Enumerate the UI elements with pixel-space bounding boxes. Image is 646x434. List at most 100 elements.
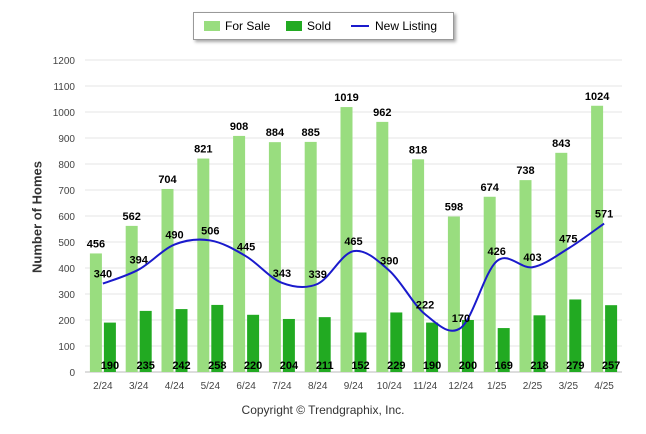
data-label-for-sale: 908 (230, 121, 248, 133)
data-label-for-sale: 598 (445, 202, 463, 214)
data-label-new-listing: 343 (273, 268, 291, 280)
bar-for-sale (340, 107, 353, 372)
bar-for-sale (89, 253, 102, 372)
data-label-new-listing: 394 (130, 255, 149, 267)
data-label-sold: 152 (351, 360, 369, 372)
bar-sold (103, 322, 116, 372)
legend-swatch-new-listing (351, 25, 369, 27)
bar-sold (390, 312, 403, 372)
legend-label-sold: Sold (307, 19, 332, 33)
data-label-new-listing: 340 (94, 269, 112, 281)
y-axis-label: Number of Homes (29, 161, 45, 273)
data-label-new-listing: 390 (380, 256, 398, 268)
x-tick-label: 11/24 (413, 381, 438, 392)
legend: For Sale Sold New Listing (193, 12, 454, 40)
data-label-new-listing: 465 (344, 236, 362, 248)
bar-for-sale (591, 105, 604, 372)
bar-for-sale (376, 121, 389, 372)
data-label-sold: 211 (316, 360, 334, 372)
bar-for-sale (268, 142, 281, 372)
bar-for-sale (304, 141, 317, 372)
data-label-sold: 242 (172, 360, 190, 372)
bar-for-sale (125, 225, 138, 372)
y-tick-label: 800 (58, 160, 75, 171)
data-label-for-sale: 884 (266, 127, 285, 139)
data-label-for-sale: 1024 (585, 91, 610, 103)
line-new-listing (102, 222, 605, 332)
x-tick-label: 3/24 (129, 381, 149, 392)
data-label-sold: 258 (208, 360, 226, 372)
x-tick-label: 12/24 (448, 381, 473, 392)
data-label-new-listing: 222 (416, 299, 434, 311)
x-tick-label: 9/24 (344, 381, 364, 392)
data-label-new-listing: 445 (237, 241, 255, 253)
data-label-sold: 204 (280, 360, 299, 372)
x-tick-label: 6/24 (236, 381, 256, 392)
data-label-sold: 279 (566, 360, 584, 372)
data-label-sold: 257 (602, 360, 620, 372)
copyright-text: Copyright © Trendgraphix, Inc. (241, 403, 405, 417)
bar-sold (282, 318, 295, 372)
data-label-sold: 220 (244, 360, 262, 372)
data-label-new-listing: 339 (309, 269, 327, 281)
y-tick-label: 100 (58, 342, 75, 353)
bar-sold (461, 320, 474, 372)
legend-swatch-for-sale (204, 21, 220, 31)
data-label-sold: 190 (423, 360, 441, 372)
x-tick-label: 2/25 (523, 381, 543, 392)
data-label-sold: 169 (495, 360, 513, 372)
legend-swatch-sold (286, 21, 302, 31)
y-tick-label: 1200 (53, 56, 76, 67)
bar-for-sale (483, 196, 496, 372)
data-label-for-sale: 843 (552, 138, 570, 150)
data-label-new-listing: 571 (595, 209, 613, 221)
y-tick-label: 400 (58, 264, 75, 275)
data-label-for-sale: 1019 (334, 92, 358, 104)
y-tick-label: 0 (69, 368, 75, 379)
data-label-for-sale: 738 (516, 165, 534, 177)
bar-for-sale (197, 158, 210, 372)
data-label-sold: 229 (387, 360, 405, 372)
bar-sold (497, 328, 510, 372)
y-tick-label: 1000 (53, 108, 76, 119)
x-tick-label: 1/25 (487, 381, 507, 392)
bar-sold (318, 317, 331, 372)
data-label-sold: 200 (459, 360, 477, 372)
x-tick-label: 2/24 (93, 381, 113, 392)
bar-for-sale (555, 152, 568, 372)
y-tick-label: 600 (58, 212, 75, 223)
data-label-for-sale: 562 (123, 211, 141, 223)
data-label-new-listing: 475 (559, 234, 577, 246)
data-label-new-listing: 170 (452, 313, 470, 325)
bar-sold (354, 332, 367, 372)
legend-label-for-sale: For Sale (225, 19, 271, 33)
data-label-for-sale: 818 (409, 144, 427, 156)
x-tick-label: 4/24 (165, 381, 185, 392)
bar-for-sale (519, 180, 532, 372)
x-tick-label: 3/25 (559, 381, 579, 392)
bar-sold (605, 305, 618, 372)
data-label-for-sale: 821 (194, 144, 212, 156)
bar-for-sale (161, 188, 174, 372)
bar-sold (426, 322, 439, 372)
data-label-for-sale: 962 (373, 107, 391, 119)
x-tick-label: 4/25 (594, 381, 614, 392)
y-tick-label: 300 (58, 290, 75, 301)
data-label-sold: 218 (530, 360, 548, 372)
data-label-for-sale: 885 (302, 127, 320, 139)
data-label-new-listing: 426 (488, 246, 506, 258)
x-tick-label: 8/24 (308, 381, 328, 392)
data-label-sold: 190 (101, 360, 119, 372)
data-label-new-listing: 490 (165, 230, 183, 242)
bar-sold (569, 299, 582, 372)
data-label-for-sale: 704 (158, 174, 177, 186)
bar-sold (247, 314, 260, 372)
bar-for-sale (447, 216, 460, 372)
x-tick-label: 7/24 (272, 381, 292, 392)
legend-label-new-listing: New Listing (375, 19, 438, 33)
data-label-for-sale: 674 (481, 182, 500, 194)
bar-for-sale (233, 135, 246, 372)
y-tick-label: 500 (58, 238, 75, 249)
bar-sold (175, 309, 188, 372)
